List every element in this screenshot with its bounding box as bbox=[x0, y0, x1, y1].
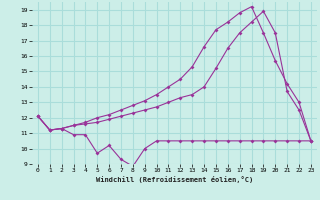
X-axis label: Windchill (Refroidissement éolien,°C): Windchill (Refroidissement éolien,°C) bbox=[96, 176, 253, 183]
